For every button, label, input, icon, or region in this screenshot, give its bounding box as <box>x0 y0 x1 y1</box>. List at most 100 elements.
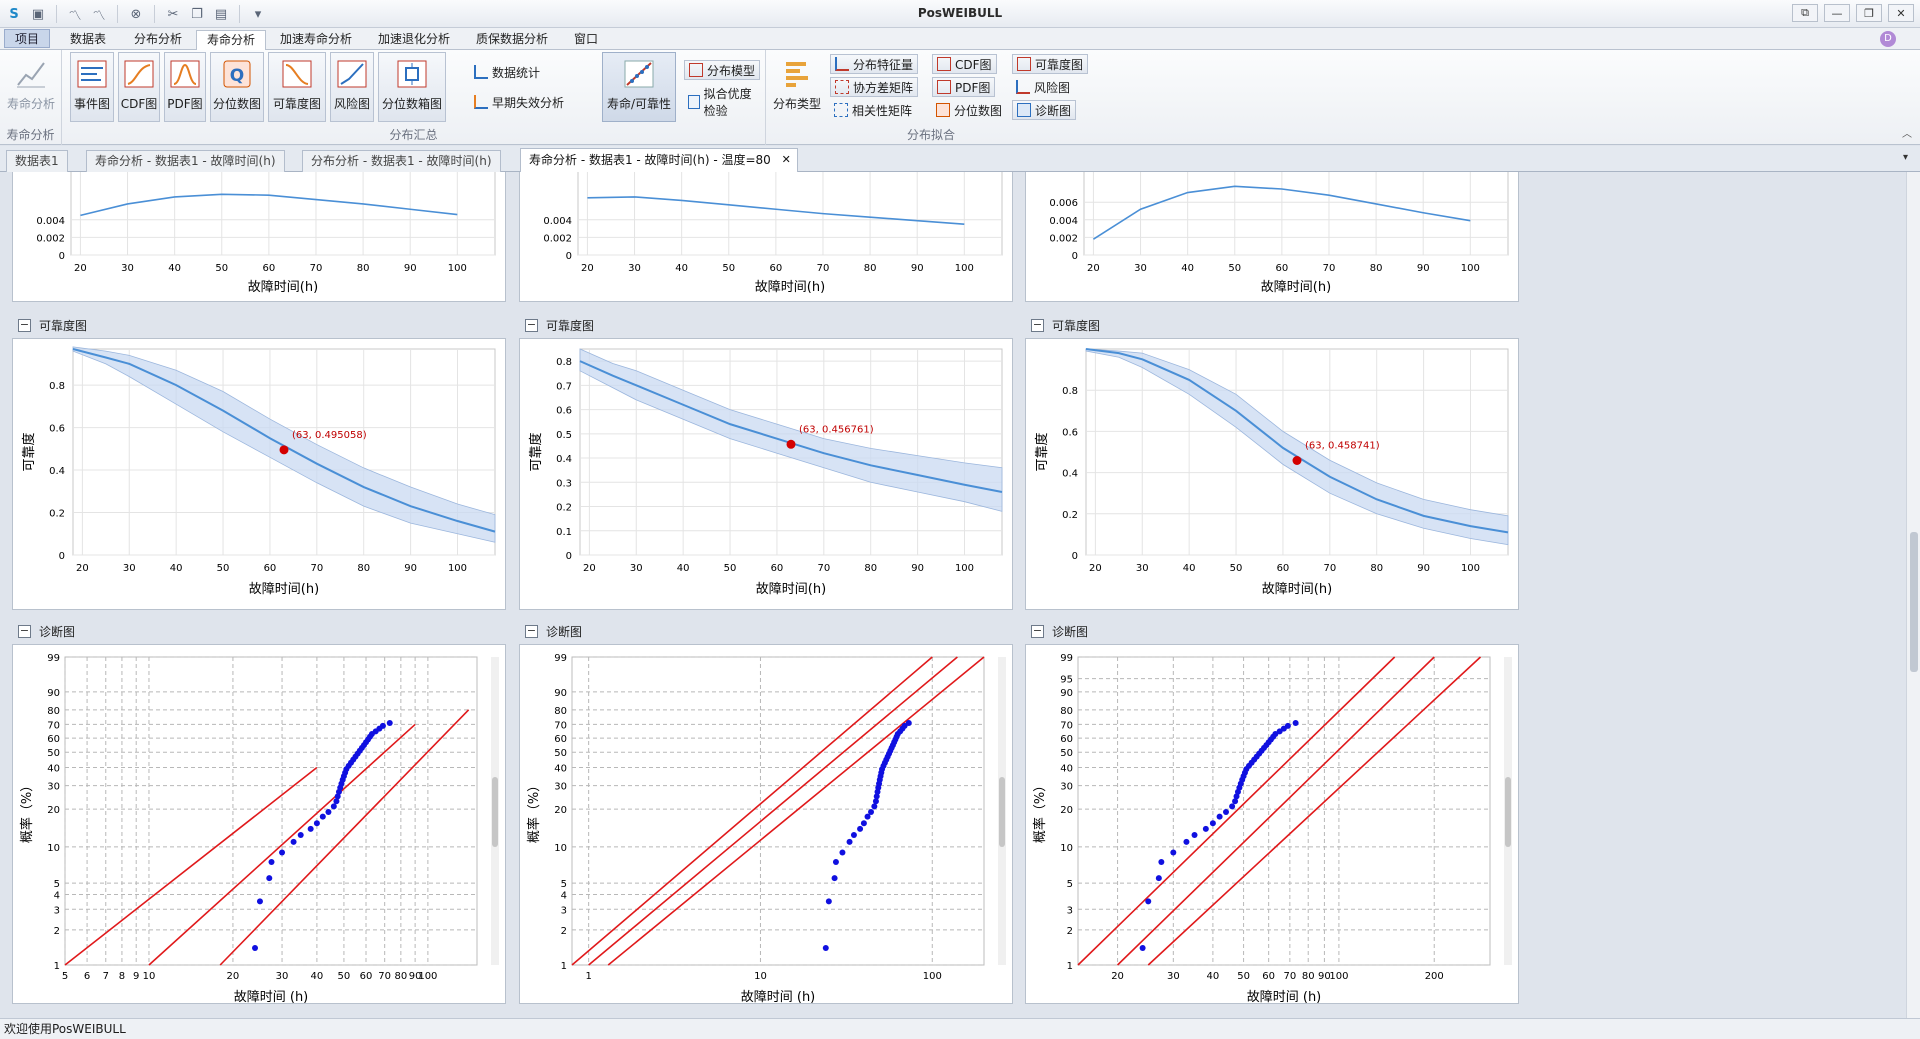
line-chart-icon[interactable]: 〽 <box>68 8 82 24</box>
hazard-fit-button[interactable]: 风险图 <box>1012 77 1074 97</box>
corr-matrix-button[interactable]: 相关性矩阵 <box>830 100 916 120</box>
data-point <box>1202 825 1209 832</box>
y-tick-label: 70 <box>47 720 60 731</box>
data-point <box>266 875 273 882</box>
y-tick-label: 0.8 <box>49 381 65 392</box>
collapse-button[interactable]: − <box>18 624 31 638</box>
doc-tab[interactable]: 寿命分析 - 数据表1 - 故障时间(h) <box>86 150 285 172</box>
x-tick-label: 10 <box>754 971 767 982</box>
tab-distribution-analysis[interactable]: 分布分析 <box>134 32 183 46</box>
data-point <box>1145 898 1152 905</box>
dist-model-button[interactable]: 分布模型 <box>684 60 761 80</box>
cdf-plot-button[interactable]: CDF图 <box>118 52 160 122</box>
collapse-button[interactable]: − <box>1031 624 1044 638</box>
diagnostic-fit-label: 诊断图 <box>1035 103 1072 118</box>
x-tick-label: 50 <box>217 563 230 574</box>
paste-icon[interactable]: ▤ <box>214 6 228 22</box>
pdf-panel: 0 0.002 0.004 20 30 40 50 60 70 80 90 100 故障时间(h) <box>12 172 506 302</box>
tab-warranty-analysis[interactable]: 质保数据分析 <box>476 32 549 46</box>
data-point <box>297 831 304 838</box>
early-failure-button[interactable]: 早期失效分析 <box>470 92 568 112</box>
collapse-button[interactable]: − <box>1031 318 1044 332</box>
x-tick-label: 20 <box>1087 263 1100 274</box>
fit-test-button[interactable]: 拟合优度检验 <box>684 87 765 118</box>
cut-icon[interactable]: ✂ <box>167 6 179 22</box>
data-point <box>1158 859 1165 866</box>
tab-window[interactable]: 窗口 <box>574 32 599 46</box>
event-plot-button[interactable]: 事件图 <box>70 52 114 122</box>
panel-title: 诊断图 <box>39 624 76 639</box>
quantile-boxplot-button[interactable]: 分位数箱图 <box>378 52 446 122</box>
doc-tab-active[interactable]: 寿命分析 - 数据表1 - 故障时间(h) - 温度=80 ✕ <box>520 148 798 172</box>
x-tick-label: 6 <box>84 971 90 982</box>
doc-tab[interactable]: 数据表1 <box>6 150 68 172</box>
cov-matrix-button[interactable]: 协方差矩阵 <box>830 77 919 97</box>
copy-icon[interactable]: ❐ <box>191 6 203 22</box>
life-reliability-button[interactable]: 寿命/可靠性 <box>602 52 676 122</box>
tab-accelerated-life[interactable]: 加速寿命分析 <box>280 32 353 46</box>
close-tab-icon[interactable]: ✕ <box>781 153 791 166</box>
data-stats-button[interactable]: 数据统计 <box>470 62 544 82</box>
data-point <box>334 793 341 800</box>
life-analysis-button[interactable]: 寿命分析 <box>2 52 60 122</box>
tab-project[interactable]: 项目 <box>4 29 51 48</box>
data-point <box>256 898 263 905</box>
save-icon[interactable]: ▣ <box>31 6 45 22</box>
inner-vscroll-thumb[interactable] <box>999 777 1005 847</box>
toolbar-separator <box>154 5 155 23</box>
document-icon <box>688 95 700 109</box>
collapse-button[interactable]: − <box>18 318 31 332</box>
scrollbar-thumb[interactable] <box>1910 532 1918 672</box>
x-tick-label: 80 <box>864 563 877 574</box>
fit-test-label: 拟合优度检验 <box>703 87 752 118</box>
reliability-plot-button[interactable]: 可靠度图 <box>268 52 326 122</box>
vertical-scrollbar[interactable] <box>1906 172 1920 1018</box>
diagnostic-panel: 1 2 3 5 10 20 30 40 50 60 70 80 90 95 99 20 30 40 50 60 70 80… <box>1025 644 1519 1015</box>
quantile-fit-button[interactable]: 分位数图 <box>932 100 1006 120</box>
data-point <box>1139 944 1146 951</box>
quantile-plot-button[interactable]: Q 分位数图 <box>210 52 264 122</box>
data-point <box>857 825 864 832</box>
cancel-icon[interactable]: ⊗ <box>130 6 142 22</box>
feature-icon <box>835 57 849 71</box>
data-point <box>832 859 839 866</box>
line-chart2-icon[interactable]: 〽 <box>92 8 106 24</box>
collapse-ribbon-icon[interactable]: ︿ <box>1902 129 1912 140</box>
toolbar-separator <box>117 5 118 23</box>
collapse-button[interactable]: − <box>525 318 538 332</box>
minimize-button[interactable]: — <box>1824 4 1850 22</box>
y-tick-label: 2 <box>561 926 567 937</box>
user-icon[interactable]: D <box>1880 31 1896 47</box>
x-tick-label: 20 <box>1089 563 1102 574</box>
inner-vscroll-thumb[interactable] <box>492 777 498 847</box>
tab-accelerated-degradation[interactable]: 加速退化分析 <box>378 32 451 46</box>
doc-tab[interactable]: 分布分析 - 数据表1 - 故障时间(h) <box>302 150 501 172</box>
cdf-fit-button[interactable]: CDF图 <box>932 54 997 74</box>
dropdown-icon[interactable]: ▾ <box>254 6 262 22</box>
data-point <box>1209 820 1216 827</box>
app-icon[interactable]: S <box>9 6 19 22</box>
confidence-band <box>579 348 1003 512</box>
hazard-plot-button[interactable]: 风险图 <box>330 52 374 122</box>
tab-list-icon[interactable]: ▾ <box>1902 152 1908 163</box>
data-point <box>822 944 829 951</box>
diagnostic-fit-button[interactable]: 诊断图 <box>1012 100 1077 120</box>
dist-feature-button[interactable]: 分布特征量 <box>830 54 919 74</box>
pdf-fit-button[interactable]: PDF图 <box>932 77 996 97</box>
reliability-curve <box>72 348 496 533</box>
reliability-fit-button[interactable]: 可靠度图 <box>1012 54 1089 74</box>
restore-layout-button[interactable]: ⧉ <box>1792 4 1818 22</box>
pdf-plot-button[interactable]: PDF图 <box>164 52 206 122</box>
close-button[interactable]: ✕ <box>1888 4 1914 22</box>
diagnostic-icon <box>1017 103 1031 117</box>
inner-vscroll-thumb[interactable] <box>1505 777 1511 847</box>
tab-data-table[interactable]: 数据表 <box>70 32 107 46</box>
maximize-button[interactable]: ❐ <box>1856 4 1882 22</box>
x-tick-label: 90 <box>911 263 924 274</box>
collapse-button[interactable]: − <box>525 624 538 638</box>
dist-type-button[interactable]: 分布类型 <box>770 52 824 122</box>
y-tick-label: 70 <box>1060 720 1073 731</box>
reliability-chart: 0 0.2 0.4 0.6 0.8 20 30 40 50 60 70 80 90 100 (63, 0.4… <box>1034 348 1509 597</box>
y-tick-label: 99 <box>554 653 567 664</box>
tab-life-analysis[interactable]: 寿命分析 <box>196 30 267 51</box>
